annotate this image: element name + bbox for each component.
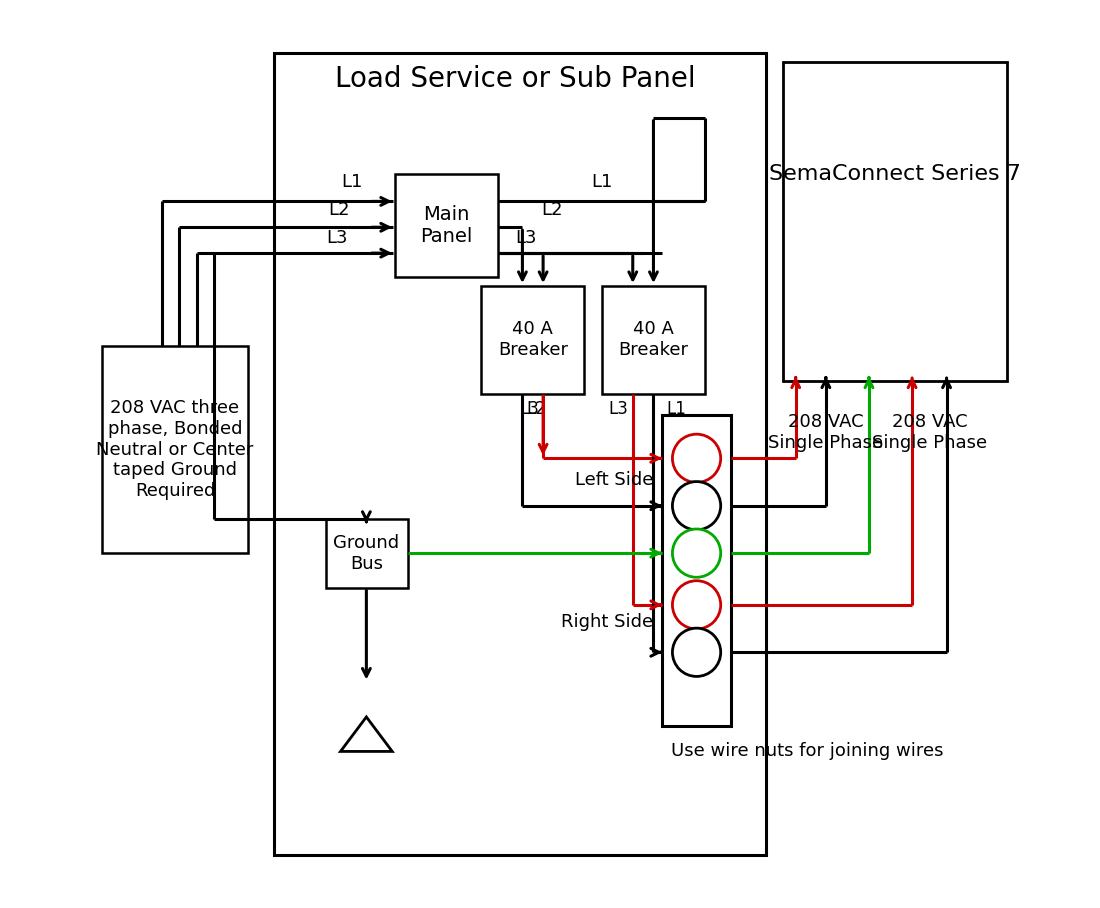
Text: Main
Panel: Main Panel [420,205,473,246]
Bar [326,518,408,587]
Bar [101,346,249,553]
Text: Right Side: Right Side [561,613,653,631]
Circle shape [672,581,721,629]
Bar [662,415,732,725]
Text: L1: L1 [591,173,613,191]
Bar [274,53,766,855]
Text: 208 VAC
Single Phase: 208 VAC Single Phase [768,413,883,452]
Text: Use wire nuts for joining wires: Use wire nuts for joining wires [671,743,943,760]
Text: L3: L3 [516,229,537,247]
Bar [481,286,584,394]
Text: 208 VAC three
phase, Bonded
Neutral or Center
taped Ground
Required: 208 VAC three phase, Bonded Neutral or C… [97,400,254,500]
Circle shape [672,434,721,482]
Text: Load Service or Sub Panel: Load Service or Sub Panel [336,65,696,93]
Bar [395,173,498,277]
Circle shape [672,628,721,676]
Text: L3: L3 [519,400,539,418]
Text: SemaConnect Series 7: SemaConnect Series 7 [769,163,1021,183]
Text: L1: L1 [341,173,362,191]
Text: Left Side: Left Side [575,471,653,489]
Bar [783,62,1006,380]
Text: L2: L2 [527,400,547,418]
Text: L1: L1 [667,400,686,418]
Text: L3: L3 [326,229,348,247]
Circle shape [672,529,721,577]
Text: L3: L3 [608,400,628,418]
Text: Ground
Bus: Ground Bus [333,534,399,573]
Text: L2: L2 [328,201,350,219]
Bar [602,286,705,394]
Circle shape [672,481,721,530]
Text: 40 A
Breaker: 40 A Breaker [498,320,568,359]
Text: L2: L2 [541,201,563,219]
Text: 40 A
Breaker: 40 A Breaker [618,320,689,359]
Text: 208 VAC
Single Phase: 208 VAC Single Phase [872,413,987,452]
